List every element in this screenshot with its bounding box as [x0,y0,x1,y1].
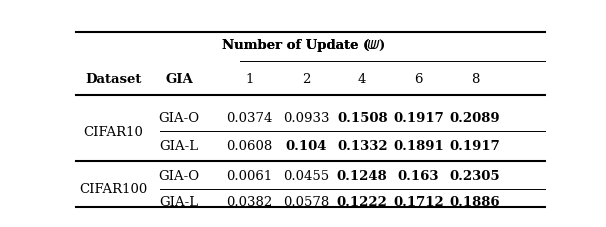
Text: GIA: GIA [165,72,193,85]
Text: GIA-L: GIA-L [159,140,199,153]
Text: 1: 1 [245,72,254,85]
Text: 0.0061: 0.0061 [227,169,273,182]
Text: 8: 8 [471,72,479,85]
Text: 0.1248: 0.1248 [337,169,388,182]
Text: $U$: $U$ [366,39,378,52]
Text: 0.1712: 0.1712 [393,195,444,209]
Text: Dataset: Dataset [85,72,142,85]
Text: CIFAR100: CIFAR100 [79,183,147,195]
Text: $\mathit{U}$): $\mathit{U}$) [369,38,386,53]
Text: 0.1332: 0.1332 [337,140,388,153]
Text: GIA-O: GIA-O [159,169,199,182]
Text: 0.1917: 0.1917 [450,140,501,153]
Text: Number of Update (: Number of Update ( [222,39,369,52]
Text: 0.1891: 0.1891 [393,140,444,153]
Text: 0.0382: 0.0382 [227,195,273,209]
Text: 0.0455: 0.0455 [283,169,329,182]
Text: Number of Update (: Number of Update ( [222,39,371,52]
Text: GIA-O: GIA-O [159,112,199,125]
Text: 0.1508: 0.1508 [337,112,388,125]
Text: 0.2089: 0.2089 [450,112,501,125]
Text: 0.1917: 0.1917 [393,112,444,125]
Text: 6: 6 [415,72,423,85]
Text: 0.1222: 0.1222 [337,195,388,209]
Text: GIA-L: GIA-L [159,195,199,209]
Text: 0.1886: 0.1886 [450,195,501,209]
Text: 0.0374: 0.0374 [226,112,273,125]
Text: CIFAR10: CIFAR10 [84,126,143,139]
Text: 4: 4 [358,72,367,85]
Text: 0.0608: 0.0608 [227,140,273,153]
Text: 2: 2 [302,72,310,85]
Text: 0.0933: 0.0933 [282,112,329,125]
Text: 0.0578: 0.0578 [283,195,329,209]
Text: 0.2305: 0.2305 [450,169,501,182]
Text: 0.104: 0.104 [285,140,327,153]
Text: 0.163: 0.163 [398,169,439,182]
